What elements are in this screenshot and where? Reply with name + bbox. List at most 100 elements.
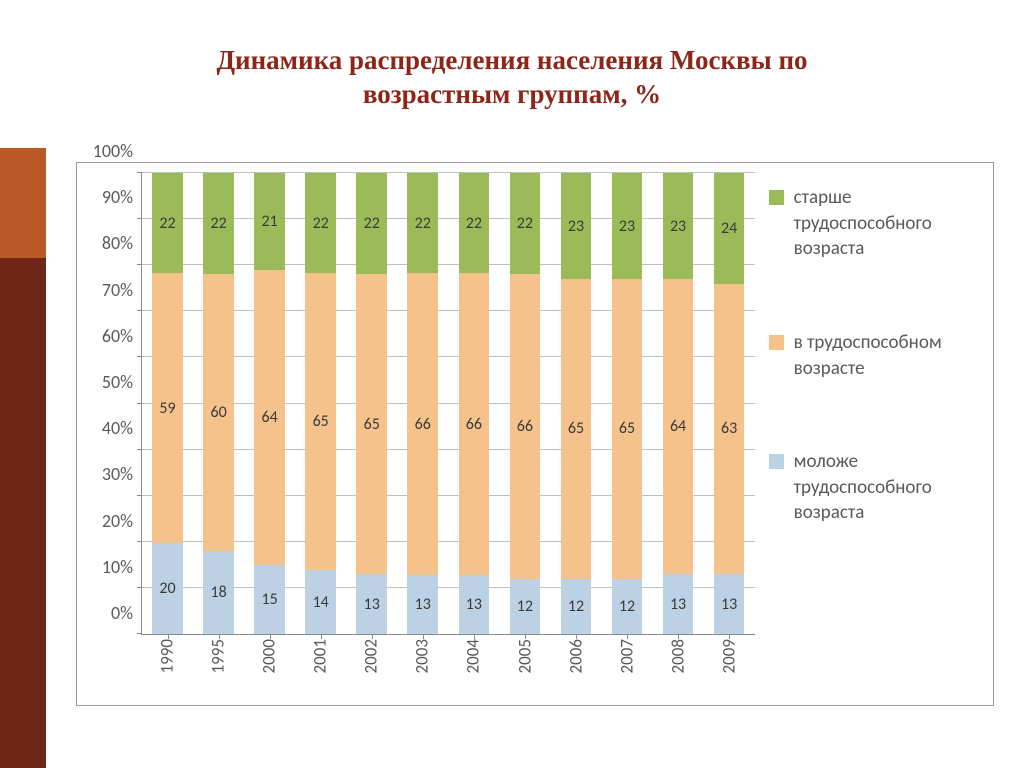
y-tick-mark bbox=[137, 541, 142, 542]
stripe-segment-mid bbox=[0, 148, 46, 258]
stripe-segment-bottom bbox=[0, 258, 46, 768]
bar-value-label: 12 bbox=[517, 597, 533, 616]
left-accent-stripe bbox=[0, 0, 46, 768]
x-tick-label: 2002 bbox=[361, 639, 382, 673]
bar-value-label: 13 bbox=[670, 595, 686, 614]
y-tick-label: 10% bbox=[102, 556, 133, 578]
slide: Динамика распределения населения Москвы … bbox=[0, 0, 1024, 768]
bar-value-label: 14 bbox=[313, 593, 329, 612]
y-tick-mark bbox=[137, 633, 142, 634]
bar: 22 59 20 bbox=[152, 173, 183, 634]
x-tick-label: 2001 bbox=[309, 639, 330, 673]
bar: 23 65 12 bbox=[612, 173, 643, 634]
bar: 226514 bbox=[305, 173, 336, 634]
bar-segment-below: 18 bbox=[203, 551, 234, 634]
bar-value-label: 20 bbox=[159, 579, 175, 598]
y-tick-label: 90% bbox=[102, 186, 133, 208]
bar-segment-above: 24 bbox=[714, 173, 745, 284]
legend-label: в трудоспособном возрасте bbox=[794, 330, 981, 381]
plot-column: 0%10%20%30%40%50%60%70%80%90%100% 225920… bbox=[85, 173, 755, 697]
stripe-segment-top bbox=[0, 0, 46, 148]
y-tick-label: 100% bbox=[93, 140, 133, 162]
x-tick-label: 1990 bbox=[156, 639, 177, 673]
bar-segment-below: 13 bbox=[714, 574, 745, 634]
bar: 21 64 15 bbox=[254, 173, 285, 634]
bar-segment-working: 65 bbox=[356, 274, 387, 574]
bar-segment-above: 22 bbox=[407, 173, 438, 273]
bar-segment-working: 64 bbox=[254, 270, 285, 565]
chart-inner: 0%10%20%30%40%50%60%70%80%90%100% 225920… bbox=[85, 173, 985, 697]
plot-row: 0%10%20%30%40%50%60%70%80%90%100% 225920… bbox=[85, 173, 755, 635]
bar-value-label: 60 bbox=[210, 403, 226, 422]
bar-value-label: 13 bbox=[364, 595, 380, 614]
bar-segment-above: 22 bbox=[152, 173, 183, 273]
y-tick-mark bbox=[137, 310, 142, 311]
x-tick-label: 2007 bbox=[616, 639, 637, 673]
bar-segment-below: 13 bbox=[663, 574, 694, 634]
chart-container: 0%10%20%30%40%50%60%70%80%90%100% 225920… bbox=[76, 162, 994, 706]
bar-value-label: 12 bbox=[619, 597, 635, 616]
bar-segment-above: 23 bbox=[612, 173, 643, 279]
bar-value-label: 13 bbox=[466, 595, 482, 614]
bar-segment-working: 64 bbox=[663, 279, 694, 574]
y-tick-label: 0% bbox=[111, 602, 133, 624]
bar-value-label: 18 bbox=[210, 583, 226, 602]
bar: 226613 bbox=[407, 173, 438, 634]
bar: 226612 bbox=[510, 173, 541, 634]
bar-segment-working: 65 bbox=[305, 273, 336, 570]
x-tick-label: 2008 bbox=[667, 639, 688, 673]
bar-value-label: 24 bbox=[721, 219, 737, 238]
y-tick-label: 40% bbox=[102, 417, 133, 439]
bar-value-label: 23 bbox=[619, 217, 635, 236]
bar-segment-below: 12 bbox=[510, 579, 541, 634]
x-tick-label: 2000 bbox=[258, 639, 279, 673]
bar-value-label: 66 bbox=[517, 417, 533, 436]
bar: 236512 bbox=[561, 173, 592, 634]
bar-segment-working: 66 bbox=[510, 274, 541, 578]
bar-segment-below: 20 bbox=[152, 543, 183, 634]
legend-swatch bbox=[769, 335, 784, 350]
bar-value-label: 59 bbox=[159, 399, 175, 418]
legend-label: старше трудоспособного возраста bbox=[794, 185, 981, 262]
bar-value-label: 65 bbox=[568, 419, 584, 438]
x-tick-label: 2005 bbox=[514, 639, 535, 673]
y-tick-label: 50% bbox=[102, 371, 133, 393]
y-tick-mark bbox=[137, 449, 142, 450]
bar-segment-below: 13 bbox=[356, 574, 387, 634]
x-tick-label: 2004 bbox=[463, 639, 484, 673]
y-tick-mark bbox=[137, 218, 142, 219]
bar-value-label: 23 bbox=[670, 217, 686, 236]
bar-value-label: 65 bbox=[619, 419, 635, 438]
y-tick-mark bbox=[137, 264, 142, 265]
y-tick-label: 70% bbox=[102, 279, 133, 301]
y-tick-label: 60% bbox=[102, 325, 133, 347]
bar-value-label: 22 bbox=[159, 214, 175, 233]
bar-segment-above: 21 bbox=[254, 173, 285, 270]
bar-value-label: 66 bbox=[466, 415, 482, 434]
bar: 226613 bbox=[459, 173, 490, 634]
legend-item-below: моложе трудоспособного возраста bbox=[769, 449, 981, 526]
bar-value-label: 22 bbox=[364, 214, 380, 233]
bar-value-label: 22 bbox=[210, 214, 226, 233]
y-tick-label: 30% bbox=[102, 463, 133, 485]
x-tick-label: 2009 bbox=[719, 639, 740, 673]
bar-value-label: 15 bbox=[262, 590, 278, 609]
y-tick-mark bbox=[137, 356, 142, 357]
bar: 23 64 13 bbox=[663, 173, 694, 634]
bar: 22 65 13 bbox=[356, 173, 387, 634]
bar-segment-working: 66 bbox=[459, 273, 490, 574]
bar-segment-below: 13 bbox=[407, 575, 438, 634]
bar-segment-below: 14 bbox=[305, 570, 336, 634]
bar-segment-below: 15 bbox=[254, 565, 285, 634]
bar-value-label: 64 bbox=[262, 408, 278, 427]
bar: 24 63 13 bbox=[714, 173, 745, 634]
bar-segment-below: 12 bbox=[561, 579, 592, 634]
y-tick-label: 20% bbox=[102, 510, 133, 532]
bar-segment-above: 22 bbox=[203, 173, 234, 274]
bar-value-label: 13 bbox=[415, 595, 431, 614]
legend-swatch bbox=[769, 454, 784, 469]
bar-value-label: 63 bbox=[721, 419, 737, 438]
bar-segment-working: 65 bbox=[612, 279, 643, 579]
bar-value-label: 13 bbox=[721, 595, 737, 614]
bar-segment-above: 23 bbox=[663, 173, 694, 279]
